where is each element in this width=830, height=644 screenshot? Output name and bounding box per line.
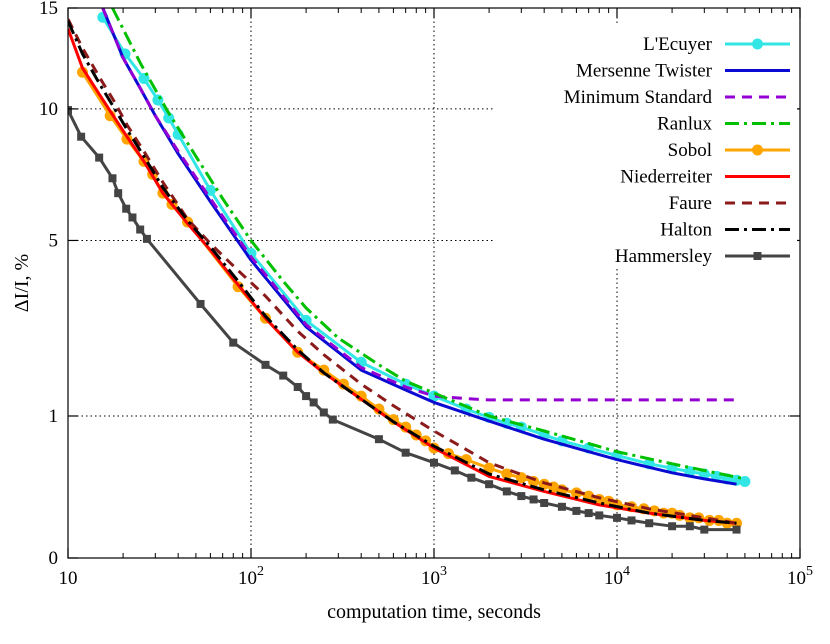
data-point (319, 408, 328, 417)
data-point (77, 132, 86, 141)
y-tick-label: 0 (49, 548, 59, 569)
legend-label: L'Ecuyer (643, 34, 713, 55)
data-point (302, 392, 311, 401)
data-point (613, 513, 621, 522)
data-point (595, 511, 604, 520)
y-axis-title: ΔI/I, % (11, 254, 33, 312)
x-tick-label: 105 (787, 564, 813, 589)
data-point (163, 112, 175, 124)
data-point (572, 506, 581, 515)
data-point (128, 213, 137, 222)
data-point (152, 94, 164, 106)
data-point (584, 509, 593, 518)
series-line (68, 28, 737, 525)
legend-label: Niederreiter (620, 167, 712, 188)
series-line (101, 8, 737, 402)
y-tick-label: 10 (39, 99, 58, 120)
series-line (68, 20, 737, 525)
legend: L'Ecuyer Mersenne Twister Minimum Standard… (564, 34, 790, 267)
data-point (430, 458, 438, 467)
series-3 (111, 8, 746, 481)
data-point (318, 364, 330, 376)
data-point (229, 338, 238, 347)
data-point (114, 189, 123, 198)
legend-label: Faure (669, 193, 712, 214)
data-point (68, 106, 72, 115)
legend-label: Hammersley (615, 246, 713, 267)
data-point (108, 174, 117, 183)
data-point (685, 522, 694, 531)
data-point (309, 398, 318, 407)
series-8 (68, 106, 741, 534)
data-point (502, 487, 511, 496)
series-line (68, 18, 737, 525)
data-point (668, 522, 677, 531)
data-point (739, 476, 751, 488)
data-point (517, 492, 526, 501)
data-point (700, 525, 709, 534)
data-point (122, 204, 131, 213)
series-5 (68, 28, 737, 525)
data-point (279, 371, 288, 380)
series-lines (68, 8, 751, 534)
legend-marker (753, 252, 762, 260)
x-tick-label: 10 (59, 568, 78, 589)
data-point (557, 502, 566, 511)
data-point (95, 153, 104, 162)
series-2 (101, 8, 737, 402)
data-point (732, 525, 741, 534)
data-point (501, 468, 513, 480)
series-7 (68, 20, 737, 525)
y-tick-label: 1 (49, 406, 59, 427)
series-1 (101, 8, 737, 486)
legend-label: Mersenne Twister (576, 61, 713, 82)
y-tick-label: 5 (49, 230, 59, 251)
data-point (293, 382, 302, 391)
data-point (136, 225, 145, 234)
series-line (111, 8, 746, 481)
legend-label: Minimum Standard (564, 87, 713, 108)
data-point (374, 435, 383, 444)
y-tick-label: 15 (39, 0, 58, 19)
data-point (261, 360, 270, 369)
data-point (196, 299, 205, 308)
series-line (101, 16, 746, 483)
legend-label: Halton (660, 220, 712, 241)
x-tick-label: 103 (421, 564, 447, 589)
legend-marker (752, 144, 763, 156)
legend-label: Sobol (668, 140, 712, 161)
legend-marker (752, 38, 763, 50)
data-point (328, 415, 337, 424)
series-line (101, 8, 737, 486)
data-point (540, 499, 549, 507)
data-point (529, 495, 538, 504)
data-point (467, 473, 476, 482)
data-point (401, 448, 410, 457)
x-tick-label: 104 (604, 564, 630, 589)
data-point (142, 234, 151, 243)
series-6 (68, 18, 737, 525)
x-axis-title: computation time, seconds (327, 601, 541, 623)
x-tick-label: 102 (238, 564, 264, 589)
data-point (627, 516, 636, 525)
legend-label: Ranlux (657, 114, 712, 135)
data-point (645, 519, 654, 528)
data-point (485, 480, 494, 489)
data-point (450, 466, 459, 475)
